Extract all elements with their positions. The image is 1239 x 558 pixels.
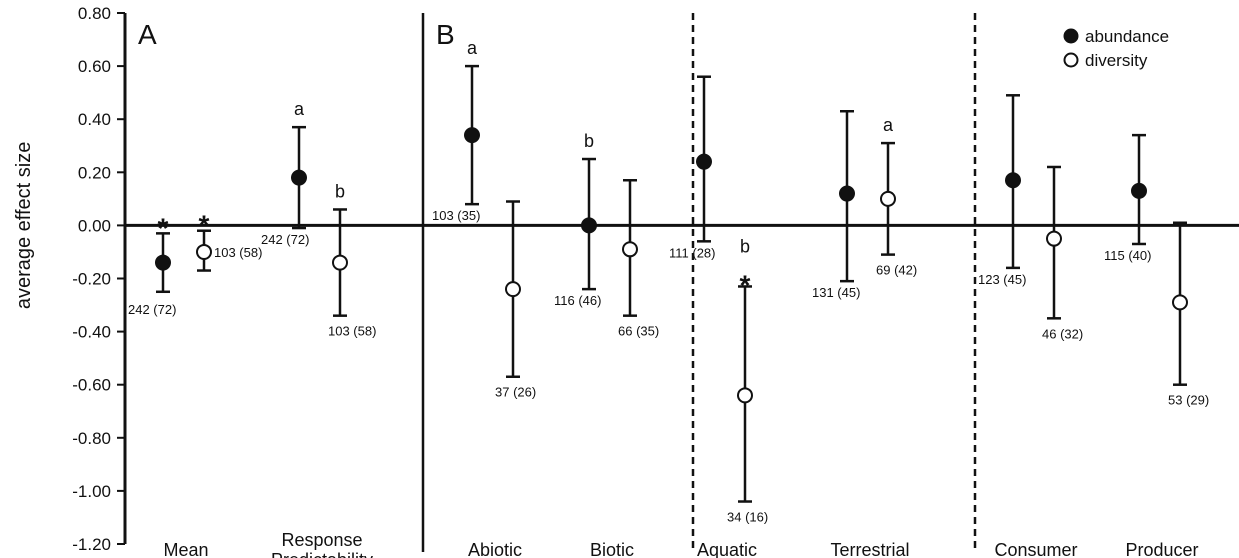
category-label: Predictability bbox=[271, 550, 373, 558]
point-diversity bbox=[332, 254, 348, 271]
y-axis-label: average effect size bbox=[13, 142, 35, 310]
category-label: Terrestrial bbox=[830, 540, 909, 558]
panel-label-a: A bbox=[138, 19, 157, 50]
point-abundance bbox=[155, 254, 171, 271]
sample-size-label: 115 (40) bbox=[1104, 248, 1151, 263]
category-label: Aquatic bbox=[697, 540, 757, 558]
significance-star: * bbox=[740, 269, 751, 300]
y-tick-label: 0.20 bbox=[78, 163, 111, 182]
y-tick-label: -1.20 bbox=[72, 535, 111, 554]
group-letter: a bbox=[883, 115, 894, 135]
sample-size-label: 103 (35) bbox=[432, 208, 480, 223]
sample-size-label: 46 (32) bbox=[1042, 326, 1083, 341]
y-tick-label: -0.60 bbox=[72, 376, 111, 395]
y-tick-label: 0.00 bbox=[78, 216, 111, 235]
point-abundance bbox=[464, 127, 480, 144]
point-abundance bbox=[291, 169, 307, 186]
significance-star: * bbox=[199, 210, 210, 241]
point-diversity bbox=[737, 387, 753, 404]
point-abundance bbox=[581, 217, 597, 234]
point-diversity bbox=[196, 243, 212, 260]
sample-size-label: 69 (42) bbox=[876, 263, 917, 278]
group-letter: b bbox=[584, 131, 594, 151]
y-tick-label: -0.20 bbox=[72, 270, 111, 289]
legend-label-abundance: abundance bbox=[1085, 27, 1169, 46]
point-diversity bbox=[505, 281, 521, 298]
group-letter: b bbox=[335, 181, 345, 201]
y-tick-label: 0.60 bbox=[78, 57, 111, 76]
panel-label-b: B bbox=[436, 19, 455, 50]
group-letter: a bbox=[467, 38, 478, 58]
sample-size-label: 131 (45) bbox=[812, 285, 860, 300]
sample-size-label: 66 (35) bbox=[618, 324, 659, 339]
legend-label-diversity: diversity bbox=[1085, 51, 1148, 70]
y-tick-label: -1.00 bbox=[72, 482, 111, 501]
point-abundance bbox=[1005, 172, 1021, 189]
category-label: Producer bbox=[1125, 540, 1198, 558]
legend-marker-diversity bbox=[1063, 52, 1079, 68]
group-letter: b bbox=[740, 236, 750, 256]
category-label: Consumer bbox=[994, 540, 1077, 558]
category-label: Abiotic bbox=[468, 540, 522, 558]
sample-size-label: 111 (28) bbox=[669, 245, 716, 260]
category-label: Response bbox=[281, 530, 362, 550]
sample-size-label: 53 (29) bbox=[1168, 393, 1209, 408]
sample-size-label: 242 (72) bbox=[128, 302, 176, 317]
y-tick-label: 0.80 bbox=[78, 4, 111, 23]
y-tick-label: -0.40 bbox=[72, 323, 111, 342]
significance-star: * bbox=[158, 212, 169, 243]
sample-size-label: 37 (26) bbox=[495, 385, 536, 400]
sample-size-label: 103 (58) bbox=[214, 245, 262, 260]
sample-size-label: 34 (16) bbox=[727, 510, 768, 525]
point-abundance bbox=[696, 153, 712, 170]
category-label: Biotic bbox=[590, 540, 634, 558]
sample-size-label: 103 (58) bbox=[328, 324, 376, 339]
category-label: Mean bbox=[163, 540, 208, 558]
point-diversity bbox=[880, 190, 896, 207]
point-diversity bbox=[1172, 294, 1188, 311]
point-abundance bbox=[1131, 182, 1147, 199]
point-diversity bbox=[622, 241, 638, 258]
y-tick-label: 0.40 bbox=[78, 110, 111, 129]
y-tick-label: -0.80 bbox=[72, 429, 111, 448]
point-diversity bbox=[1046, 230, 1062, 247]
sample-size-label: 116 (46) bbox=[554, 293, 601, 308]
sample-size-label: 242 (72) bbox=[261, 232, 309, 247]
point-abundance bbox=[839, 185, 855, 202]
legend-marker-abundance bbox=[1063, 28, 1079, 44]
sample-size-label: 123 (45) bbox=[978, 272, 1026, 287]
group-letter: a bbox=[294, 99, 305, 119]
